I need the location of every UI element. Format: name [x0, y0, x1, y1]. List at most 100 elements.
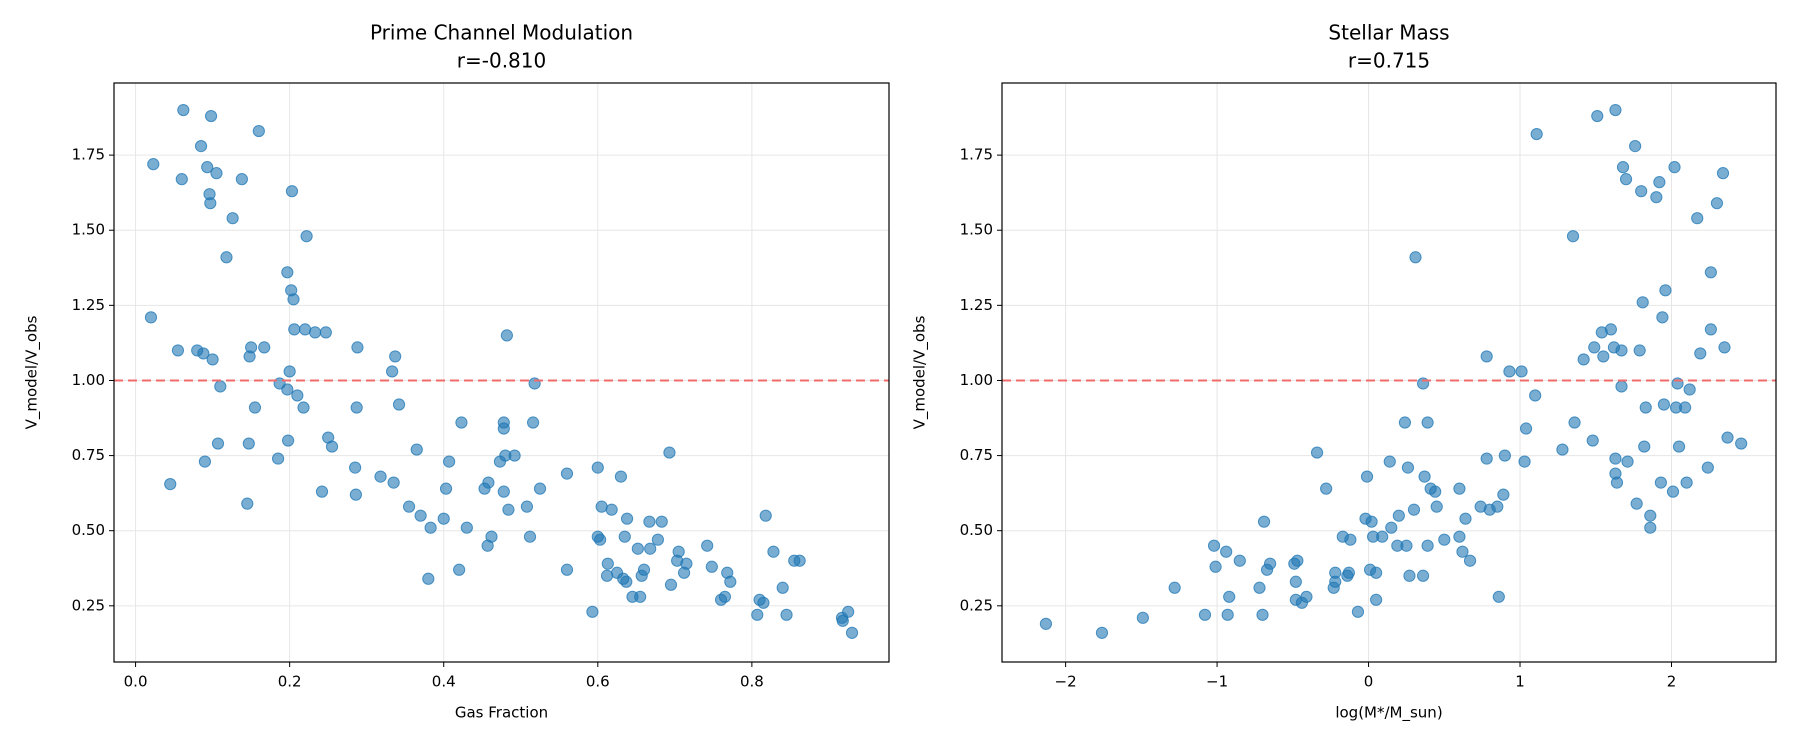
scatter-point — [637, 563, 651, 576]
scatter-point — [672, 545, 685, 558]
scatter-point — [1418, 470, 1431, 483]
scatter-point — [1718, 341, 1731, 354]
scatter-point — [759, 509, 772, 522]
y-tick-label: 1.50 — [960, 221, 993, 239]
scatter-point — [1365, 515, 1378, 528]
scatter-point — [751, 608, 764, 621]
scatter-point — [644, 542, 657, 555]
scatter-point — [560, 563, 574, 576]
scatter-point — [1639, 401, 1652, 414]
scatter-point — [1680, 476, 1693, 489]
y-tick-label: 0.25 — [960, 596, 993, 614]
scatter-point — [1409, 251, 1422, 264]
scatter-point — [1619, 173, 1633, 186]
scatter-point — [1320, 482, 1333, 495]
scatter-point — [1168, 581, 1181, 594]
y-tick-label: 1.50 — [72, 221, 105, 239]
scatter-point — [308, 326, 322, 339]
scatter-point — [1629, 139, 1642, 153]
scatter-point — [631, 542, 644, 555]
scatter-point — [392, 398, 406, 411]
scatter-point — [1220, 545, 1233, 558]
scatter-point — [282, 434, 295, 447]
scatter-point — [651, 533, 664, 546]
scatter-point — [241, 497, 254, 510]
scatter-point — [520, 500, 534, 513]
scatter-point — [374, 470, 387, 483]
x-tick-label: −1 — [1206, 673, 1228, 691]
scatter-point — [1233, 554, 1246, 567]
y-tick-label: 1.25 — [72, 296, 105, 314]
scatter-point — [349, 461, 362, 474]
scatter-point — [414, 509, 427, 522]
scatter-point — [1095, 626, 1109, 639]
scatter-point — [663, 446, 676, 459]
scatter-point — [780, 608, 793, 621]
scatter-point — [643, 515, 656, 528]
scatter-point — [197, 347, 210, 360]
scatter-point — [1438, 533, 1451, 546]
plot-frame — [113, 82, 890, 663]
scatter-point — [1398, 416, 1412, 429]
scatter-point — [1385, 521, 1398, 534]
scatter-point — [242, 437, 255, 450]
scatter-point — [724, 575, 737, 588]
scatter-point — [291, 389, 304, 402]
scatter-point — [620, 575, 633, 588]
scatter-point — [1456, 545, 1469, 558]
scatter-point — [482, 476, 495, 489]
x-tick-label: 0.6 — [586, 673, 610, 691]
scatter-point — [718, 590, 732, 603]
scatter-point — [1672, 440, 1686, 453]
scatter-point — [387, 476, 400, 489]
scatter-point — [1498, 449, 1511, 462]
x-tick-label: 0.0 — [124, 673, 148, 691]
scatter-point — [1383, 455, 1396, 468]
scatter-point — [634, 590, 647, 603]
scatter-point — [533, 482, 547, 495]
scatter-point — [1635, 185, 1648, 198]
scatter-point — [1407, 503, 1421, 516]
scatter-point — [1530, 127, 1543, 141]
scatter-point — [497, 416, 510, 429]
scatter-point — [288, 323, 301, 336]
scatter-point — [1701, 461, 1714, 474]
scatter-point — [1342, 566, 1355, 579]
scatter-point — [1370, 593, 1383, 606]
x-axis-label: log(M*/M_sun) — [1335, 704, 1442, 723]
x-tick-label: 1 — [1515, 673, 1525, 691]
scatter-point — [655, 515, 668, 528]
y-axis-label: V_model/V_obs — [23, 315, 42, 429]
scatter-point — [171, 344, 185, 357]
x-tick-label: 2 — [1667, 673, 1677, 691]
scatter-point — [1644, 521, 1657, 534]
scatter-point — [523, 530, 537, 543]
scatter-point — [1650, 191, 1663, 204]
scatter-point — [1638, 440, 1651, 453]
scatter-point — [1597, 350, 1610, 363]
scatter-point — [1636, 296, 1649, 309]
scatter-point — [248, 401, 262, 414]
scatter-point — [502, 503, 515, 516]
scatter-point — [1577, 353, 1590, 366]
scatter-point — [1289, 575, 1302, 588]
scatter-point — [439, 482, 453, 495]
scatter-point — [1209, 560, 1222, 573]
scatter-point — [1344, 533, 1357, 546]
scatter-point — [680, 557, 693, 570]
scatter-point — [1480, 350, 1493, 363]
scatter-point — [1310, 446, 1324, 459]
scatter-point — [1480, 452, 1493, 465]
scatter-point — [1657, 398, 1671, 411]
scatter-point — [842, 605, 855, 618]
scatter-point — [1604, 323, 1618, 336]
scatter-point — [1566, 230, 1580, 243]
scatter-point — [1463, 554, 1477, 567]
scatter-point — [1515, 365, 1528, 378]
scatter-point — [258, 341, 271, 354]
scatter-point — [297, 401, 310, 414]
y-tick-label: 1.75 — [960, 146, 993, 164]
x-tick-label: 0.4 — [432, 673, 456, 691]
scatter-point — [287, 293, 300, 306]
scatter-point — [144, 311, 158, 324]
